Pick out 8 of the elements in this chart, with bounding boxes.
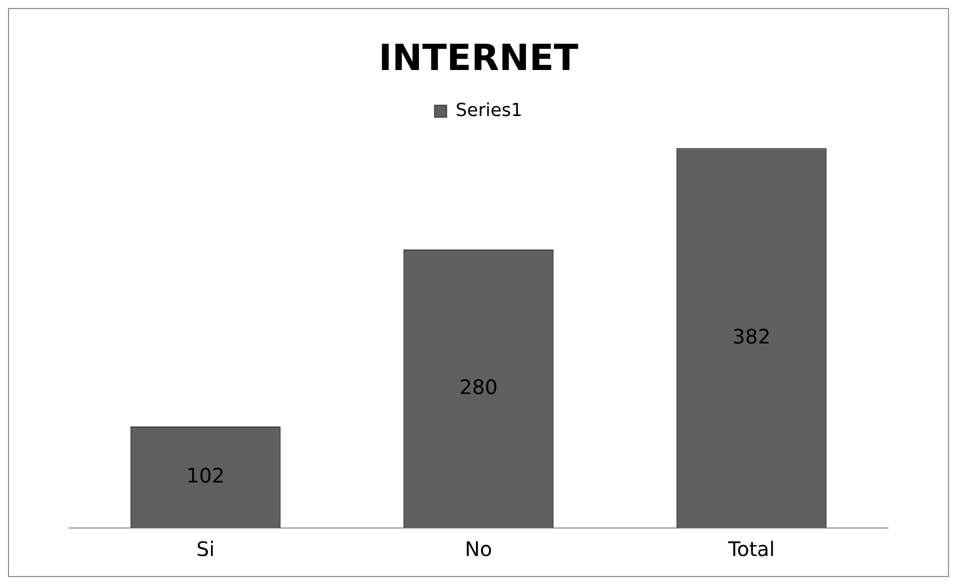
data-label: 102	[186, 463, 225, 488]
legend-label: Series1	[456, 100, 522, 121]
x-tick-label: Total	[727, 537, 775, 562]
x-tick-label: Si	[196, 537, 215, 562]
data-label: 382	[732, 324, 771, 348]
x-tick-label: No	[464, 537, 492, 562]
data-label: 280	[459, 374, 498, 399]
chart-title: INTERNET	[378, 38, 579, 79]
